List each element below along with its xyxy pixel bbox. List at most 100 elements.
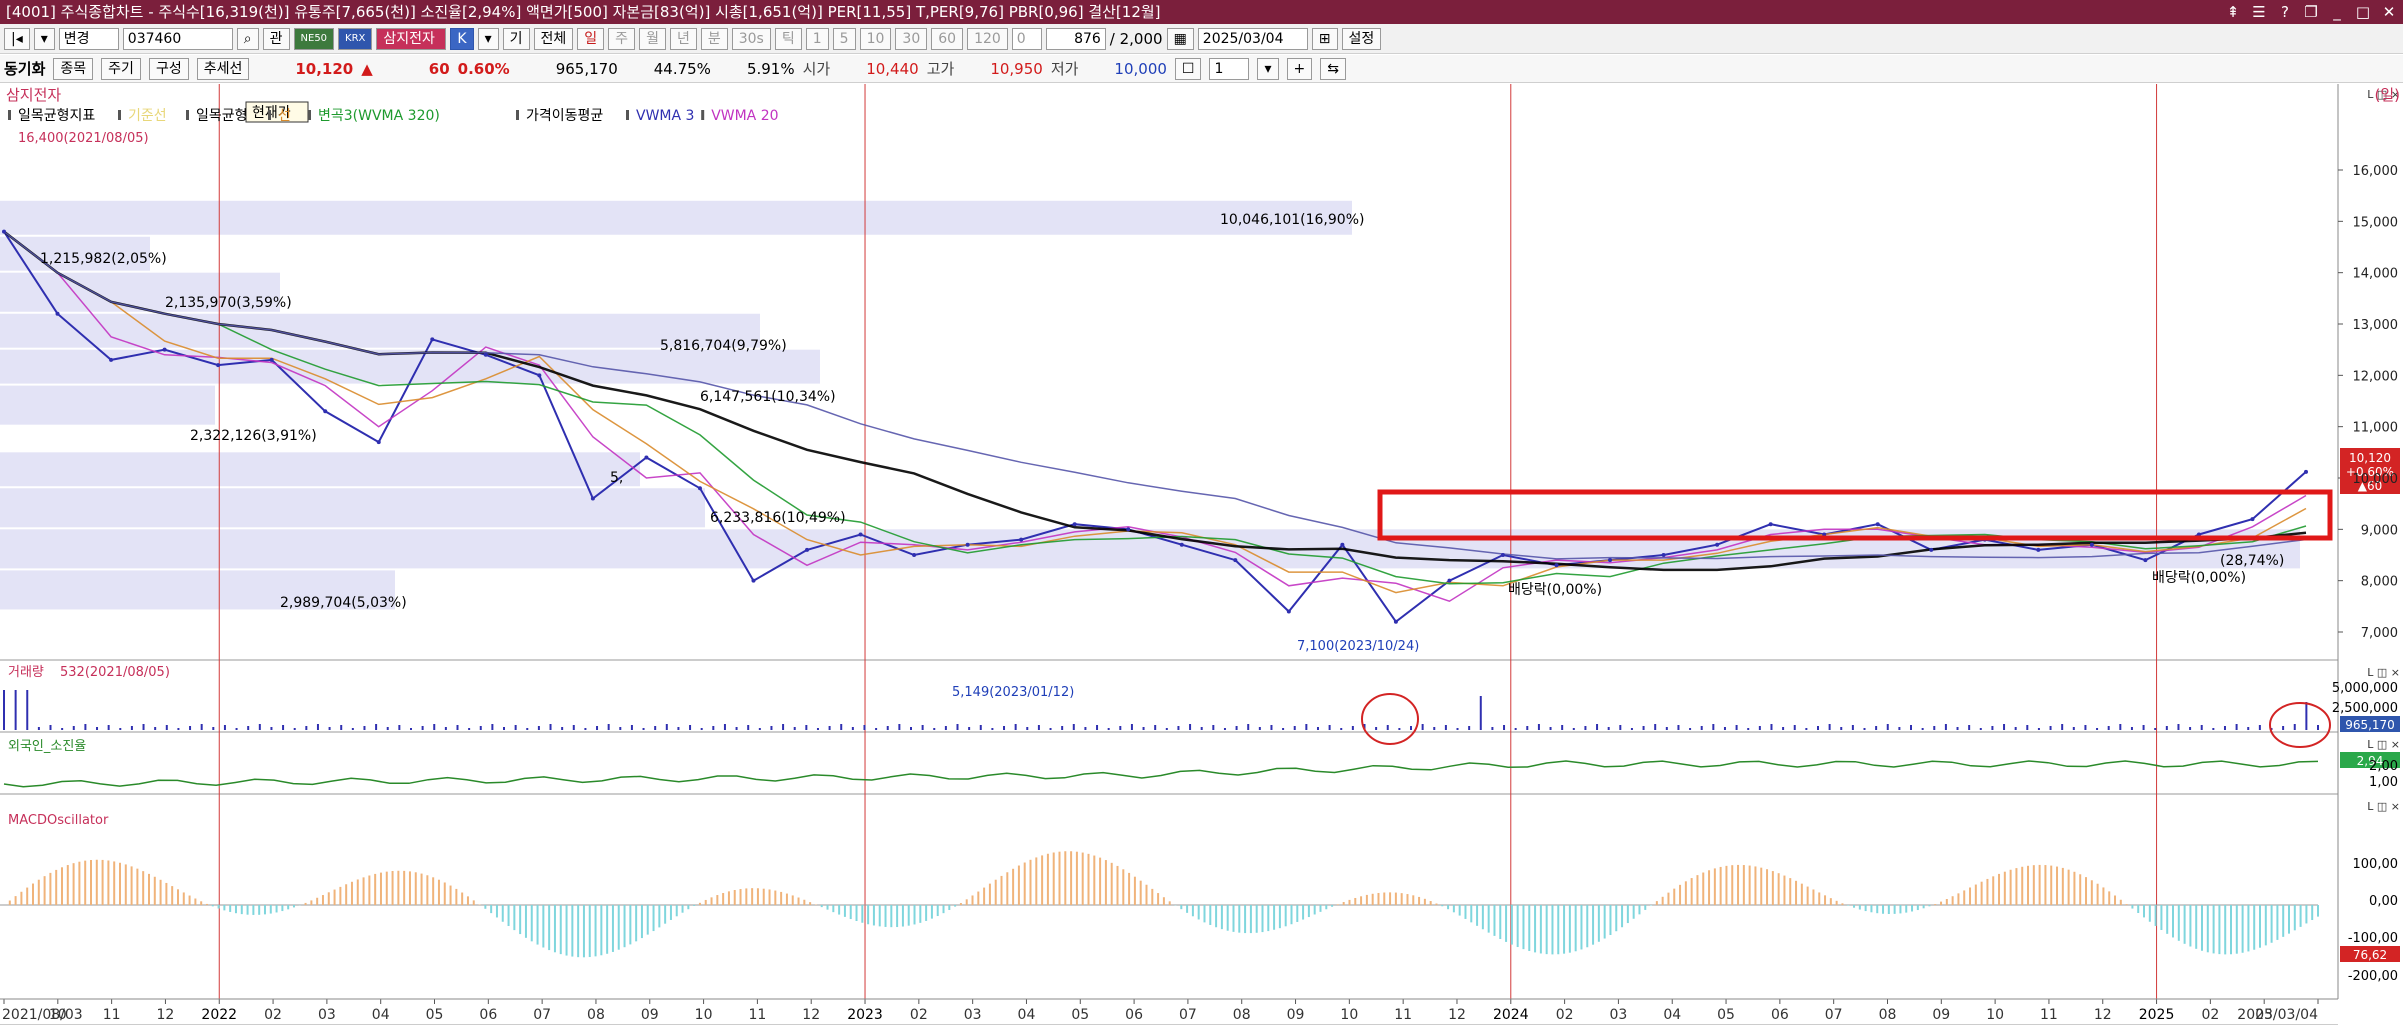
interval-120[interactable]: 120 bbox=[967, 27, 1008, 50]
dividend-annotation-2: 배당락(0,00%) bbox=[2152, 570, 2246, 586]
tab-stock[interactable]: 종목 bbox=[53, 57, 94, 80]
period-badge: (일) bbox=[2374, 86, 2400, 104]
dropdown-icon[interactable]: ▾ bbox=[477, 27, 499, 50]
current-price-label-0: 10,120 bbox=[2349, 451, 2391, 465]
nxt-badge[interactable]: NE50 bbox=[293, 27, 335, 50]
period-30s[interactable]: 30s bbox=[731, 27, 771, 50]
restore-icon[interactable]: ❐ bbox=[2304, 3, 2318, 21]
plus-icon[interactable]: + bbox=[1286, 57, 1313, 80]
interval-60[interactable]: 60 bbox=[931, 27, 964, 50]
volume-profile-label-1: 1,215,982(2,05%) bbox=[40, 251, 167, 267]
k-button[interactable]: K bbox=[450, 27, 474, 50]
pane-volume-controls: L ◫ × bbox=[2367, 666, 2400, 679]
minimize-icon[interactable]: _ bbox=[2333, 3, 2341, 21]
gwan-button[interactable]: 관 bbox=[262, 27, 290, 50]
legend-item-1: 기준선 bbox=[128, 108, 167, 124]
macd-current-badge bbox=[2340, 946, 2400, 962]
period-month[interactable]: 월 bbox=[639, 27, 666, 50]
settings-button[interactable]: 설정 bbox=[1341, 27, 1382, 50]
interval-10[interactable]: 10 bbox=[859, 27, 892, 50]
interval-1[interactable]: 1 bbox=[805, 27, 829, 50]
foreign-current-label: 2,94 bbox=[2357, 754, 2384, 768]
volume-profile-label-4: 6,147,561(10,34%) bbox=[700, 389, 836, 405]
price-point bbox=[2196, 532, 2201, 537]
open-value: 10,440 bbox=[866, 59, 919, 78]
swap-icon[interactable]: ⇆ bbox=[1320, 57, 1346, 80]
price-point bbox=[2250, 517, 2255, 522]
tab-trendline[interactable]: 추세선 bbox=[196, 57, 250, 80]
code-input[interactable]: 037460 bbox=[122, 27, 233, 50]
price-tick-label: 13,000 bbox=[2353, 318, 2399, 333]
all-button[interactable]: 전체 bbox=[533, 27, 574, 50]
expand-icon[interactable]: ▾ bbox=[33, 27, 55, 50]
period-minute[interactable]: 분 bbox=[700, 27, 728, 50]
volume-profile-bar bbox=[0, 570, 395, 610]
price-point bbox=[1019, 537, 1024, 542]
volume-value: 965,170 bbox=[555, 59, 618, 78]
interval-30[interactable]: 30 bbox=[895, 27, 928, 50]
maximize-icon[interactable]: □ bbox=[2355, 3, 2371, 21]
x-tick-label: 11 bbox=[748, 1007, 766, 1023]
date-select[interactable]: 2025/03/04 bbox=[1197, 27, 1308, 50]
low-label: 저가 bbox=[1050, 60, 1079, 78]
price-point bbox=[912, 553, 917, 557]
x-tick-label: 09 bbox=[1932, 1007, 1950, 1023]
price-point bbox=[1072, 522, 1077, 527]
calendar-icon[interactable]: ▦ bbox=[1166, 27, 1194, 50]
price-point bbox=[216, 363, 221, 368]
volume-profile-label-5: 2,322,126(3,91%) bbox=[190, 428, 317, 444]
count-total: / 2,000 bbox=[1109, 29, 1163, 48]
x-tick-label: 12 bbox=[1448, 1007, 1466, 1023]
search-icon[interactable]: ⌕ bbox=[236, 27, 259, 50]
volume-peak-annotation: 532(2021/08/05) bbox=[60, 665, 170, 680]
close-icon[interactable]: ✕ bbox=[2382, 3, 2396, 21]
current-price-badge bbox=[2340, 448, 2400, 494]
help-icon[interactable]: ? bbox=[2281, 3, 2289, 21]
foreign-line bbox=[3, 760, 2319, 788]
legend-marker bbox=[118, 110, 121, 120]
volume-profile-bar bbox=[0, 385, 215, 425]
volume-highlight-circle-2 bbox=[2269, 702, 2331, 748]
x-tick-label: 09 bbox=[1287, 1007, 1305, 1023]
period-day[interactable]: 일 bbox=[577, 27, 605, 50]
price-point bbox=[109, 357, 114, 362]
legend-item-0: 일목균형지표 bbox=[18, 108, 95, 124]
x-tick-label: 05 bbox=[1071, 1007, 1089, 1023]
tab-layout[interactable]: 구성 bbox=[148, 57, 189, 80]
period-year[interactable]: 년 bbox=[669, 27, 697, 50]
stock-chart[interactable]: 현재가 10,120+0.60%▲60 965,170 2,94 76,62 L ◫ ×… bbox=[0, 84, 2403, 1025]
checkbox-icon[interactable]: ☐ bbox=[1174, 57, 1202, 80]
legend-marker bbox=[186, 110, 189, 120]
legend-item-7: VWMA 20 bbox=[711, 108, 778, 124]
interval-5[interactable]: 5 bbox=[832, 27, 856, 50]
sync-label[interactable]: 동기화 bbox=[4, 60, 46, 78]
krx-badge[interactable]: KRX bbox=[338, 27, 373, 50]
spin-down-icon[interactable]: ▾ bbox=[1257, 57, 1279, 80]
grid-icon[interactable]: ⊞ bbox=[1311, 27, 1338, 50]
volume-tick-label: 2,500,000 bbox=[2332, 701, 2398, 716]
pin-icon[interactable]: ⇞ bbox=[2226, 3, 2240, 21]
x-tick-label: 11 bbox=[1394, 1007, 1412, 1023]
gi-button[interactable]: 기 bbox=[502, 27, 530, 50]
period-week[interactable]: 주 bbox=[608, 27, 636, 50]
x-tick-label: 10 bbox=[1340, 1007, 1358, 1023]
high-annotation: 16,400(2021/08/05) bbox=[18, 131, 149, 146]
prev-icon[interactable]: |◂ bbox=[4, 27, 30, 50]
count-input[interactable]: 876 bbox=[1045, 27, 1106, 50]
tab-period[interactable]: 주기 bbox=[101, 57, 141, 80]
spin-input[interactable]: 1 bbox=[1209, 57, 1250, 80]
stock-title: 삼지전자 bbox=[6, 86, 61, 104]
legend-marker bbox=[268, 110, 271, 120]
menu-icon[interactable]: ☰ bbox=[2252, 3, 2266, 21]
x-tick-label: 06 bbox=[1125, 1007, 1143, 1023]
period-tick[interactable]: 틱 bbox=[774, 27, 802, 50]
x-tick-label: 11 bbox=[103, 1007, 121, 1023]
baseline-line bbox=[3, 231, 2307, 594]
legend-item-4: 변곡3(WVMA 320) bbox=[318, 108, 440, 124]
change-select[interactable]: 변경 bbox=[58, 27, 119, 50]
price-point bbox=[2, 229, 6, 234]
price-change-pct: 0.60% bbox=[457, 59, 510, 78]
zero-select[interactable]: 0 bbox=[1011, 27, 1042, 50]
macd-tick-label: 100,00 bbox=[2353, 857, 2399, 872]
volume-tick-label: 5,000,000 bbox=[2332, 681, 2398, 696]
